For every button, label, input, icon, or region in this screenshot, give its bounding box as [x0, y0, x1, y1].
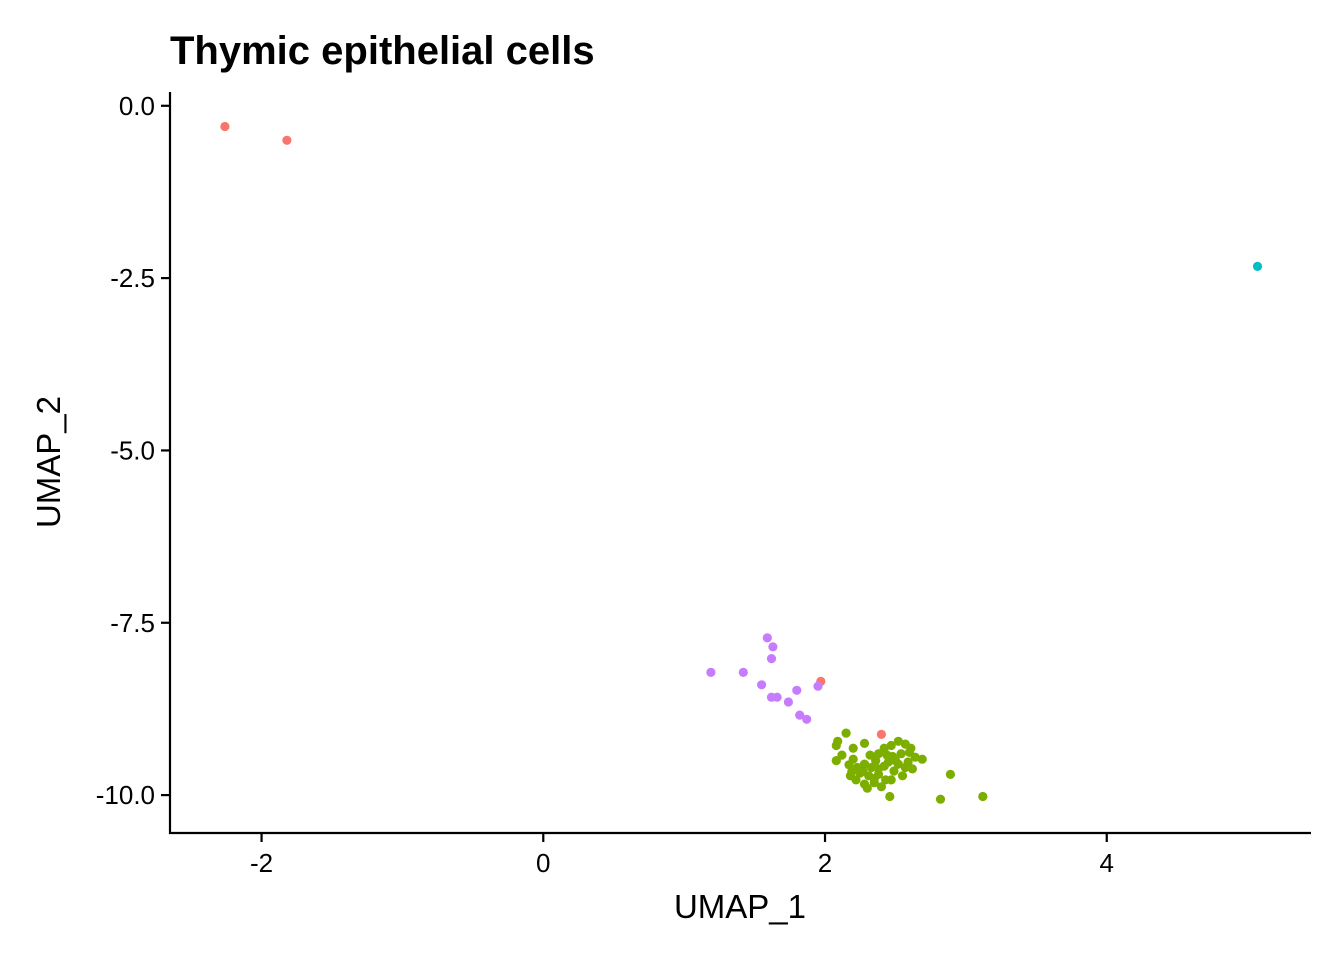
y-axis-ticks: 0.0 -2.5 -5.0 -7.5 -10.0 [96, 91, 170, 810]
y-tick-label: -2.5 [110, 263, 155, 293]
data-point [896, 749, 906, 759]
data-point [879, 743, 889, 753]
y-tick-label: -5.0 [110, 435, 155, 465]
y-tick-label: 0.0 [119, 91, 155, 121]
data-point [766, 654, 777, 664]
data-point [890, 756, 901, 766]
data-point [762, 633, 772, 643]
x-tick-label: 2 [818, 848, 832, 878]
data-point [903, 757, 913, 767]
data-point [865, 750, 875, 760]
data-point [848, 743, 858, 753]
data-point [879, 761, 889, 771]
y-tick-label: -10.0 [96, 780, 155, 810]
data-point [862, 783, 872, 793]
x-axis-ticks: -2 0 2 4 [250, 833, 1114, 878]
data-point [876, 729, 887, 740]
y-tick-label: -7.5 [110, 608, 155, 638]
data-point [886, 775, 896, 785]
data-point [792, 685, 802, 695]
data-point [772, 692, 782, 702]
data-point [831, 756, 841, 766]
data-point [859, 738, 870, 749]
data-point [859, 759, 870, 769]
data-point [866, 762, 877, 773]
x-axis-title: UMAP_1 [674, 888, 806, 925]
data-point [885, 791, 895, 802]
data-point [841, 728, 851, 738]
data-point [795, 710, 805, 720]
data-point [935, 794, 946, 804]
data-point [813, 681, 823, 691]
data-point [847, 767, 857, 777]
data-point [783, 697, 794, 707]
data-point [978, 791, 988, 802]
data-point [869, 773, 879, 784]
y-axis-title: UMAP_2 [30, 396, 67, 528]
x-tick-label: -2 [250, 848, 273, 878]
data-point [910, 752, 920, 762]
data-point [917, 754, 927, 764]
data-point [893, 736, 903, 746]
data-point [858, 766, 868, 776]
data-point [945, 769, 956, 780]
chart-title: Thymic epithelial cells [170, 29, 595, 73]
data-point [889, 766, 899, 776]
data-point [831, 740, 841, 751]
data-point [851, 775, 861, 785]
data-point [844, 760, 854, 770]
data-point [897, 771, 908, 781]
data-point [757, 680, 767, 690]
points-layer [220, 121, 1263, 804]
data-point [802, 714, 812, 724]
data-point [738, 667, 748, 678]
data-point [886, 740, 896, 751]
data-point [220, 121, 230, 132]
data-point [706, 667, 716, 678]
data-point [1252, 261, 1263, 271]
data-point [873, 749, 884, 759]
data-point [876, 782, 887, 792]
x-tick-label: 0 [536, 848, 550, 878]
data-point [882, 750, 892, 760]
data-point [768, 642, 778, 652]
data-point [282, 135, 292, 145]
data-point [907, 764, 918, 774]
data-point [906, 743, 916, 753]
x-tick-label: 4 [1100, 848, 1114, 878]
